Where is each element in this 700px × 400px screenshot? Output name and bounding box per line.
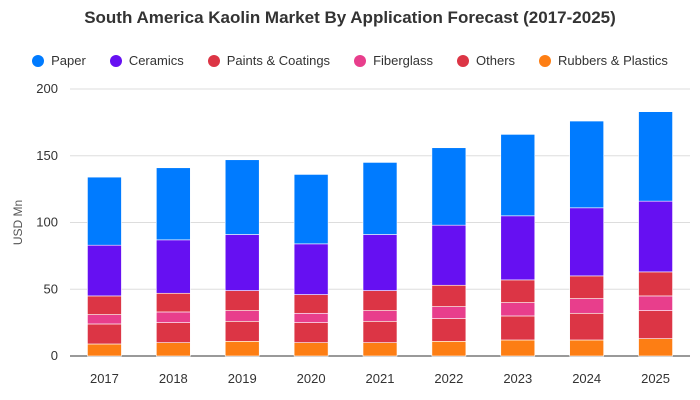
- bar-segment: [87, 343, 122, 357]
- bar-segment: [500, 279, 536, 303]
- x-tick-label: 2024: [572, 371, 601, 386]
- bar-segment: [293, 342, 329, 357]
- bar-segment: [156, 322, 191, 343]
- bar-segment: [431, 284, 467, 307]
- bar-segment: [293, 174, 329, 245]
- legend-label: Fiberglass: [373, 53, 434, 68]
- bar-segment: [156, 167, 191, 241]
- x-tick-label: 2023: [503, 371, 532, 386]
- legend-swatch: [354, 54, 367, 67]
- legend-item[interactable]: Paints & Coatings: [207, 53, 331, 68]
- x-tick-label: 2025: [641, 371, 670, 386]
- bar-segment: [500, 339, 536, 357]
- bar-segment: [362, 310, 398, 322]
- bar-segment: [224, 290, 260, 311]
- bar-segment: [431, 147, 467, 226]
- bar-segment: [224, 310, 260, 322]
- bar-segment: [638, 310, 673, 339]
- bar-segment: [500, 315, 536, 341]
- bar-segment: [87, 295, 122, 315]
- legend-swatch: [109, 54, 122, 67]
- legend-swatch: [207, 54, 220, 67]
- bar-segment: [224, 341, 260, 357]
- x-tick-label: 2022: [434, 371, 463, 386]
- bar-segment: [224, 159, 260, 235]
- bar-segment: [156, 311, 191, 323]
- bar-segment: [638, 295, 673, 311]
- bar-segment: [638, 200, 673, 273]
- bar-segment: [638, 111, 673, 202]
- bar-segment: [362, 162, 398, 235]
- bar-segment: [87, 244, 122, 297]
- bar-segment: [362, 234, 398, 291]
- legend-swatch: [457, 54, 470, 67]
- bar-segment: [431, 306, 467, 319]
- bar-segment: [87, 323, 122, 345]
- legend-label: Ceramics: [128, 53, 184, 68]
- x-tick-label: 2021: [366, 371, 395, 386]
- bar-segment: [431, 224, 467, 286]
- legend-label: Rubbers & Plastics: [558, 53, 668, 68]
- bar-segment: [156, 239, 191, 294]
- bar-segment: [293, 294, 329, 314]
- bar-segment: [638, 338, 673, 357]
- x-tick-label: 2019: [228, 371, 257, 386]
- bar-segment: [638, 271, 673, 297]
- x-tick-label: 2020: [297, 371, 326, 386]
- legend-swatch: [539, 54, 552, 67]
- bar-segment: [569, 275, 604, 299]
- bar-segment: [569, 298, 604, 314]
- bar-segment: [569, 120, 604, 209]
- legend-label: Paints & Coatings: [226, 53, 331, 68]
- bar-segment: [87, 176, 122, 246]
- x-tick-label: 2018: [159, 371, 188, 386]
- y-tick-label: 100: [36, 215, 58, 230]
- bar-segment: [224, 234, 260, 291]
- legend-item[interactable]: Others: [457, 53, 515, 68]
- bar-segment: [156, 342, 191, 357]
- bar-segment: [362, 320, 398, 343]
- bar-segment: [224, 320, 260, 342]
- y-tick-label: 200: [36, 81, 58, 96]
- legend-swatch: [32, 54, 45, 67]
- bar-segment: [87, 314, 122, 325]
- bar-segment: [500, 215, 536, 281]
- bar-segment: [569, 207, 604, 277]
- bar-segment: [293, 312, 329, 323]
- chart-title: South America Kaolin Market By Applicati…: [84, 8, 616, 27]
- bar-segment: [362, 290, 398, 311]
- chart-legend: Paper Ceramics Paints & Coatings Fiberglass…: [0, 53, 700, 68]
- bar-segment: [362, 342, 398, 357]
- y-axis-label: USD Mn: [11, 200, 25, 245]
- x-tick-label: 2017: [90, 371, 119, 386]
- legend-item[interactable]: Rubbers & Plastics: [539, 53, 668, 68]
- bar-segment: [500, 302, 536, 317]
- y-tick-label: 50: [44, 281, 58, 296]
- bar-segment: [500, 134, 536, 217]
- bar-segment: [431, 341, 467, 357]
- bar-segment: [569, 339, 604, 357]
- legend-label: Others: [476, 53, 516, 68]
- bar-segment: [431, 318, 467, 342]
- y-tick-label: 150: [36, 148, 58, 163]
- legend-item[interactable]: Fiberglass: [354, 53, 433, 68]
- y-tick-label: 0: [51, 348, 58, 363]
- legend-item[interactable]: Ceramics: [109, 53, 184, 68]
- legend-item[interactable]: Paper: [32, 53, 86, 68]
- legend-label: Paper: [51, 53, 86, 68]
- bar-segment: [293, 322, 329, 343]
- bar-segment: [156, 292, 191, 313]
- bar-segment: [569, 312, 604, 341]
- bar-segment: [293, 243, 329, 295]
